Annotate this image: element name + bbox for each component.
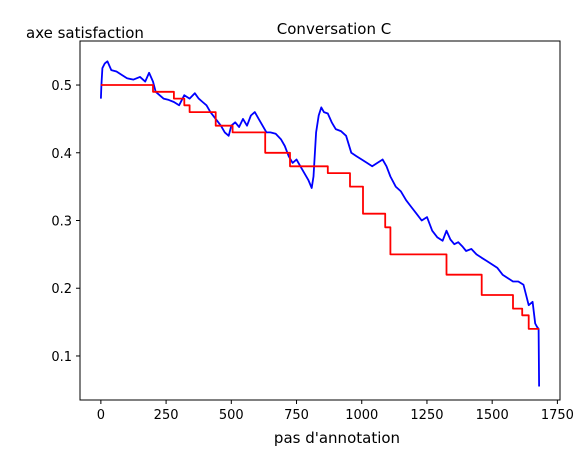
y-axis: 0.1 0.2 0.3 0.4 0.5 — [51, 79, 80, 365]
series-line-2 — [100, 84, 540, 330]
x-tick-label: 1500 — [476, 408, 509, 423]
x-tick-label: 1750 — [541, 408, 574, 423]
x-tick-label: 0 — [97, 408, 105, 423]
x-tick-label: 1250 — [410, 408, 443, 423]
series-line-1 — [100, 60, 540, 387]
y-tick-label: 0.5 — [51, 79, 72, 94]
series-layer — [100, 60, 540, 387]
y-tick-label: 0.3 — [51, 215, 72, 230]
x-axis: 0 250 500 750 1000 1250 1500 1750 — [97, 400, 574, 423]
x-tick-label: 750 — [284, 408, 309, 423]
y-axis-title: axe satisfaction — [26, 24, 144, 42]
x-axis-title: pas d'annotation — [274, 429, 400, 447]
x-tick-label: 500 — [219, 408, 244, 423]
x-tick-label: 1000 — [345, 408, 378, 423]
chart-title: Conversation C — [277, 20, 391, 38]
y-tick-label: 0.2 — [51, 282, 72, 297]
y-tick-label: 0.1 — [51, 350, 72, 365]
plot-background — [80, 41, 560, 400]
x-tick-label: 250 — [154, 408, 179, 423]
y-tick-label: 0.4 — [51, 147, 72, 162]
